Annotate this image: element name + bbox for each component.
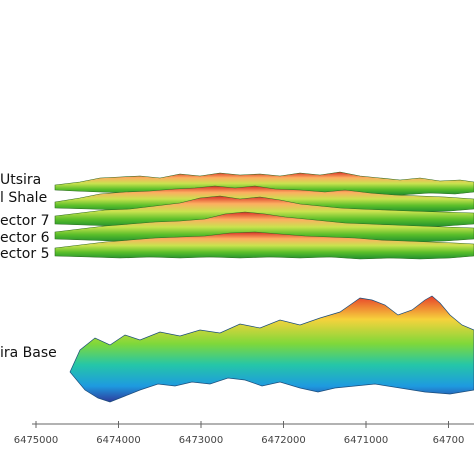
x-axis-tick-label: 6472000 <box>261 435 306 446</box>
x-axis-tick-label: 6473000 <box>179 435 224 446</box>
x-axis-tick-label: 6475000 <box>14 435 59 446</box>
x-axis-tick-label: 64700 <box>433 435 465 446</box>
label-reflector6: ector 6 <box>0 230 50 246</box>
label-utsira-base: ira Base <box>0 345 57 361</box>
x-axis-tick-label: 6474000 <box>96 435 141 446</box>
label-reflector7: ector 7 <box>0 213 50 229</box>
reflector5-surface <box>54 231 474 260</box>
x-axis-tick-label: 6471000 <box>344 435 389 446</box>
x-axis: 6475000 6474000 6473000 6472000 6471000 64700 <box>14 421 474 446</box>
label-utsira: Utsira <box>0 172 42 188</box>
utsira-base-surface <box>69 295 474 403</box>
label-shale: l Shale <box>0 190 48 206</box>
label-reflector5: ector 5 <box>0 246 50 262</box>
upper-horizon-stack <box>54 171 474 260</box>
